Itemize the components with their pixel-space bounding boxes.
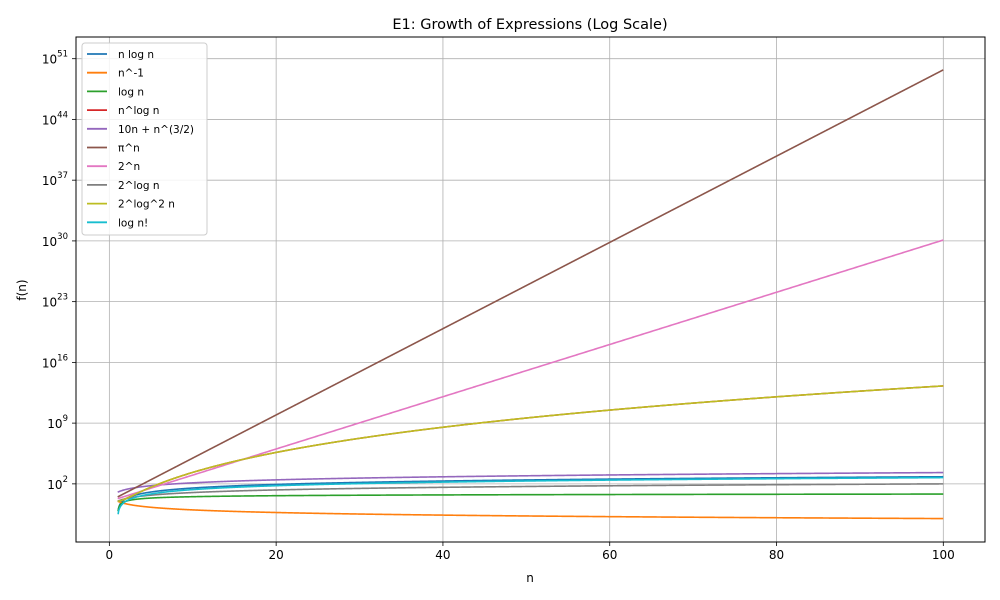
series-line-1 <box>117 500 944 520</box>
x-axis: 0 20 40 60 80 100 <box>106 542 955 562</box>
y-tick-label: 1030 <box>42 232 68 249</box>
y-tick-label: 1037 <box>42 171 68 188</box>
x-tick-label: 40 <box>435 548 450 562</box>
chart-title: E1: Growth of Expressions (Log Scale) <box>392 17 667 33</box>
legend-label: n^-1 <box>118 68 144 80</box>
legend-label: 2^log^2 n <box>118 199 175 211</box>
legend-label: log n <box>118 86 144 98</box>
legend: n log n n^-1 log n n^log n 10n + n^(3/2) π^n 2… <box>81 42 208 236</box>
series-line-6 <box>117 239 944 500</box>
series-lines <box>117 69 944 520</box>
x-tick-label: 20 <box>269 548 284 562</box>
x-tick-label: 60 <box>602 548 617 562</box>
y-tick-label: 1044 <box>42 110 68 127</box>
x-tick-label: 0 <box>106 548 114 562</box>
series-line-8 <box>117 385 944 503</box>
series-line-0 <box>117 475 944 512</box>
series-line-4 <box>117 471 944 493</box>
grid <box>76 37 985 542</box>
y-axis: 102 109 1016 1023 1030 1037 1044 1051 <box>42 50 76 492</box>
x-tick-label: 100 <box>932 548 955 562</box>
y-tick-label: 1016 <box>42 353 68 370</box>
series-line-9 <box>117 476 944 515</box>
series-line-7 <box>117 483 944 502</box>
legend-label: 2^log n <box>118 180 159 192</box>
series-line-2 <box>117 493 944 512</box>
y-tick-label: 109 <box>47 414 68 431</box>
y-axis-label: f(n) <box>15 279 29 300</box>
legend-label: log n! <box>118 217 148 229</box>
x-axis-label: n <box>526 571 534 585</box>
legend-label: 10n + n^(3/2) <box>118 124 194 136</box>
legend-label: π^n <box>118 143 140 155</box>
legend-label: n log n <box>118 49 154 61</box>
y-tick-label: 1051 <box>42 50 68 67</box>
y-tick-label: 102 <box>47 475 68 492</box>
legend-label: n^log n <box>118 105 159 117</box>
legend-box <box>81 42 208 236</box>
series-line-5 <box>117 69 944 498</box>
y-tick-label: 1023 <box>42 293 68 310</box>
x-tick-label: 80 <box>769 548 784 562</box>
plot-area-frame <box>75 36 986 543</box>
legend-label: 2^n <box>118 161 140 173</box>
